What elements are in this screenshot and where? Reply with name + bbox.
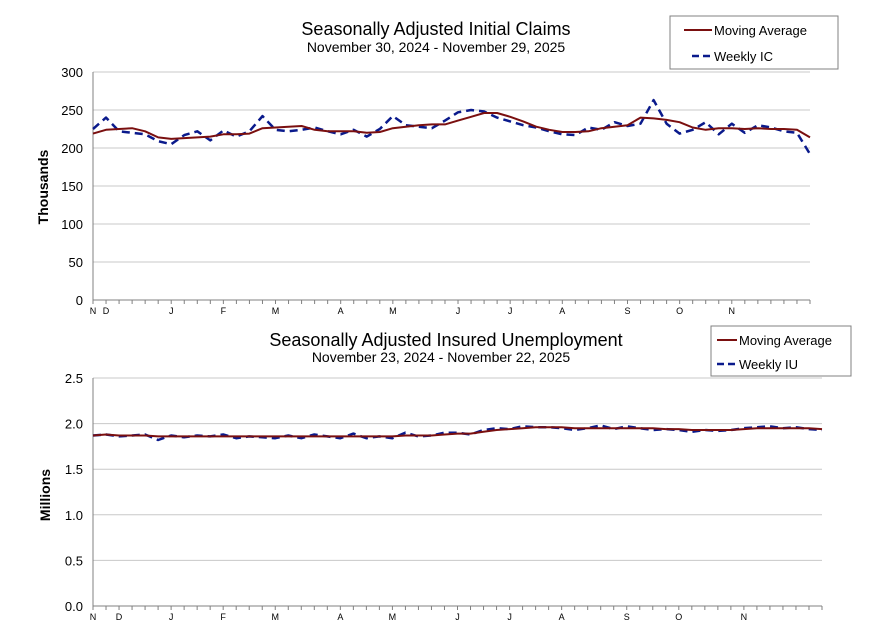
chart2-month-label: N	[90, 612, 97, 622]
chart1-weekly-line	[92, 98, 812, 155]
chart1-month-label: F	[221, 306, 227, 316]
chart1-legend-ma-label: Moving Average	[714, 23, 807, 38]
chart1-ylabel: Thousands	[35, 149, 51, 224]
chart2-title: Seasonally Adjusted Insured Unemployment	[269, 330, 622, 350]
chart2-month-label: A	[559, 612, 565, 622]
chart1-month-label: M	[272, 306, 280, 316]
chart1-subtitle: November 30, 2024 - November 29, 2025	[307, 39, 566, 55]
chart2-legend-ma-label: Moving Average	[739, 333, 832, 348]
chart1-month-label: M	[389, 306, 397, 316]
chart2-month-label: S	[624, 612, 630, 622]
chart1-title: Seasonally Adjusted Initial Claims	[301, 19, 570, 39]
chart1-ytick-label: 150	[61, 179, 83, 194]
chart1-ytick-label: 0	[76, 293, 83, 308]
chart2-ytick-label: 2.0	[65, 417, 83, 432]
chart1-ytick-label: 300	[61, 65, 83, 80]
chart1-month-label: J	[169, 306, 174, 316]
chart1-ytick-label: 200	[61, 141, 83, 156]
chart1-legend: Moving Average Weekly IC	[669, 15, 839, 70]
chart2-month-label: D	[116, 612, 123, 622]
chart2-legend: Moving Average Weekly IU	[710, 325, 852, 377]
chart2-ylabel: Millions	[37, 469, 53, 521]
chart2-subtitle: November 23, 2024 - November 22, 2025	[312, 349, 571, 365]
chart1-month-label: S	[624, 306, 630, 316]
chart1-month-label: N	[90, 306, 97, 316]
chart2-moving-average-line	[92, 426, 823, 438]
chart1-moving-average-line	[92, 112, 811, 140]
chart2-month-label: J	[507, 612, 512, 622]
chart2-ytick-label: 0.5	[65, 553, 83, 568]
chart2-legend-box	[710, 325, 852, 377]
chart2-month-label: M	[389, 612, 397, 622]
chart2-ytick-label: 1.0	[65, 508, 83, 523]
chart2-ytick-label: 0.0	[65, 599, 83, 614]
chart2-month-label: J	[169, 612, 174, 622]
chart2-ytick-label: 2.5	[65, 371, 83, 386]
chart2-ytick-label: 1.5	[65, 462, 83, 477]
chart2-month-label: N	[741, 612, 748, 622]
chart1-ytick-label: 250	[61, 103, 83, 118]
chart2-month-label: A	[337, 612, 343, 622]
chart2-plot-area: 0.0 0.5 1.0 1.5 2.0 2.5 N D J F M A M J J A S O N	[65, 371, 823, 622]
chart1-month-label: A	[338, 306, 344, 316]
chart1-month-label: O	[676, 306, 683, 316]
chart1-month-label: J	[456, 306, 461, 316]
chart1-month-label: D	[103, 306, 110, 316]
chart2-month-label: F	[220, 612, 226, 622]
chart1-ytick-label: 100	[61, 217, 83, 232]
chart1-ytick-label: 50	[69, 255, 83, 270]
chart1-month-label: N	[729, 306, 736, 316]
chart1-month-label: J	[508, 306, 513, 316]
chart2-month-label: J	[455, 612, 460, 622]
chart1-month-label: A	[559, 306, 565, 316]
chart1-legend-weekly-label: Weekly IC	[714, 49, 773, 64]
chart2-month-label: M	[272, 612, 280, 622]
chart2-legend-weekly-label: Weekly IU	[739, 357, 798, 372]
chart1-legend-box	[669, 15, 839, 70]
chart2-month-label: O	[675, 612, 682, 622]
